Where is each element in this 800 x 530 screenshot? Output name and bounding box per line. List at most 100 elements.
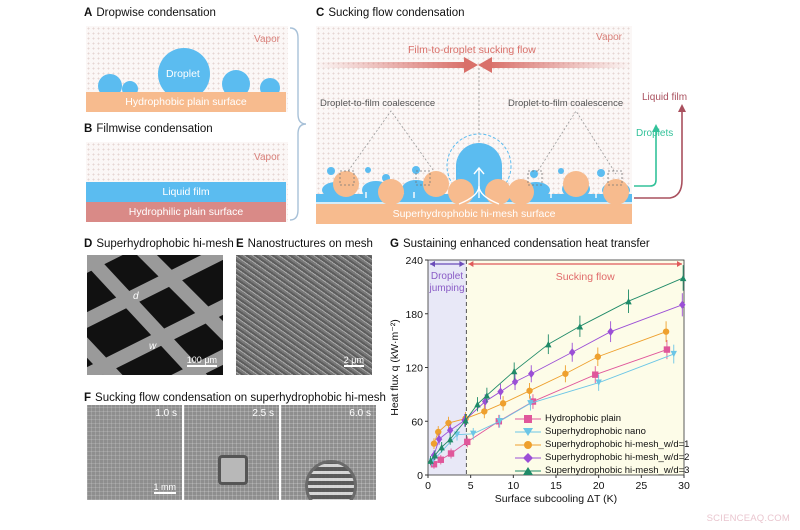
svg-text:15: 15 — [550, 480, 562, 492]
data-point — [437, 456, 444, 463]
panel-g-letter: G — [390, 238, 399, 250]
panel-f-letter: F — [84, 392, 92, 404]
panel-c-diagram: Vapor Film-to-droplet sucking flow — [316, 26, 632, 224]
liquid-film: Liquid film — [86, 182, 286, 202]
legend-item-hi-mesh-wd1: Superhydrophobic hi-mesh_w/d=1 — [515, 438, 689, 451]
data-point — [526, 387, 533, 394]
droplets-illustration — [98, 48, 280, 100]
panel-b-diagram: Vapor Liquid film Hydrophilic plain surf… — [86, 142, 288, 222]
data-point — [481, 408, 488, 415]
side-droplets-label: Droplets — [636, 128, 674, 139]
panel-b-title: B Filmwise condensation — [84, 123, 213, 135]
data-point — [430, 461, 438, 468]
watermark: SCIENCEAQ.COM — [706, 513, 790, 524]
data-point — [496, 418, 503, 425]
panel-c-letter: C — [316, 7, 325, 19]
label-d: d — [133, 291, 139, 302]
data-point — [562, 370, 569, 377]
data-point — [595, 379, 602, 386]
y-axis-label: Heat flux q (kW·m⁻²) — [389, 319, 401, 416]
series-line — [433, 331, 667, 444]
data-point — [438, 444, 445, 451]
legend-label: Superhydrophobic hi-mesh_w/d=2 — [545, 452, 690, 463]
panel-e-letter: E — [236, 238, 244, 250]
frame-2-time: 2.5 s — [252, 408, 274, 419]
scale-bar-e: 2 μm — [343, 355, 364, 367]
droplet-large — [305, 460, 357, 500]
svg-text:5: 5 — [468, 480, 474, 492]
data-point — [435, 428, 442, 436]
region-label-sucking-flow: Sucking flow — [556, 271, 615, 283]
coalescence-left-label: Droplet-to-film coalescence — [320, 98, 436, 109]
panel-b-letter: B — [84, 123, 93, 135]
panel-c-vapor-label: Vapor — [596, 32, 622, 43]
data-point — [474, 401, 481, 408]
data-point — [447, 450, 455, 457]
data-point — [446, 435, 454, 443]
svg-text:240: 240 — [405, 255, 423, 267]
legend-item-superhydrophobic-nano: Superhydrophobic nano — [515, 425, 689, 438]
scale-bar-f: 1 mm — [153, 482, 176, 494]
hydrophobic-plain-surface: Hydrophobic plain surface — [86, 92, 286, 112]
data-point — [527, 400, 534, 407]
data-point — [446, 426, 454, 435]
scale-bar-d: 100 μm — [186, 355, 217, 367]
region-label-jumping: jumping — [428, 283, 464, 294]
data-point — [464, 438, 471, 446]
coalescence-right-label: Droplet-to-film coalescence — [508, 98, 624, 109]
condensation-frame-3: 6.0 s — [281, 405, 376, 500]
data-point — [510, 367, 518, 375]
panel-a-letter: A — [84, 7, 93, 19]
panel-f-title: F Sucking flow condensation on superhydro… — [84, 392, 386, 404]
legend-label: Superhydrophobic hi-mesh_w/d=1 — [545, 439, 690, 450]
svg-text:0: 0 — [417, 470, 423, 482]
frame-3-time: 6.0 s — [349, 408, 371, 419]
panel-g-title-text: Sustaining enhanced condensation heat tr… — [402, 238, 650, 250]
panel-g-title: G Sustaining enhanced condensation heat t… — [390, 238, 650, 250]
panel-d-title-text: Superhydrophobic hi-mesh — [96, 238, 234, 250]
label-w: w — [149, 341, 157, 352]
legend-item-hydrophobic-plain: Hydrophobic plain — [515, 412, 689, 425]
panel-a-title: A Dropwise condensation — [84, 7, 216, 19]
data-point — [670, 350, 677, 358]
panel-a-vapor-label: Vapor — [254, 34, 280, 45]
panel-c-title-text: Sucking flow condensation — [328, 7, 465, 19]
condensation-frame-2: 2.5 s — [184, 405, 279, 500]
data-point — [430, 440, 438, 447]
region-sucking-flow — [466, 260, 684, 475]
svg-text:180: 180 — [405, 309, 423, 321]
data-point — [499, 400, 507, 407]
legend-label: Superhydrophobic hi-mesh_w/d=3 — [545, 465, 690, 476]
panel-b-vapor-label: Vapor — [254, 152, 280, 163]
region-label-droplet: Droplet — [431, 271, 463, 282]
data-point — [529, 398, 537, 405]
droplet-label: Droplet — [166, 68, 200, 80]
svg-text:60: 60 — [411, 416, 423, 428]
sem-image-hi-mesh: d w 100 μm — [87, 255, 223, 375]
data-point — [679, 274, 687, 282]
sucking-flow-illustration — [316, 57, 632, 224]
frame-1-time: 1.0 s — [155, 408, 177, 419]
data-point — [576, 323, 584, 330]
svg-text:0: 0 — [425, 480, 431, 492]
data-point — [592, 371, 599, 378]
svg-text:30: 30 — [678, 480, 690, 492]
data-point — [445, 419, 452, 427]
data-point — [431, 452, 439, 459]
data-point — [435, 434, 443, 444]
panel-d-title: D Superhydrophobic hi-mesh — [84, 238, 234, 250]
legend-label: Hydrophobic plain — [545, 413, 622, 424]
sucking-flow-label: Film-to-droplet sucking flow — [408, 44, 536, 56]
data-point — [625, 298, 632, 305]
data-point — [662, 328, 670, 335]
panel-d-letter: D — [84, 238, 93, 250]
svg-text:20: 20 — [593, 480, 605, 492]
legend-item-hi-mesh-wd2: Superhydrophobic hi-mesh_w/d=2 — [515, 451, 689, 464]
hydrophilic-plain-surface: Hydrophilic plain surface — [86, 202, 286, 222]
sem-image-nanostructures: 2 μm — [236, 255, 372, 375]
data-point — [470, 430, 477, 437]
data-point — [545, 341, 552, 348]
data-point — [663, 346, 671, 353]
data-point — [497, 387, 504, 396]
